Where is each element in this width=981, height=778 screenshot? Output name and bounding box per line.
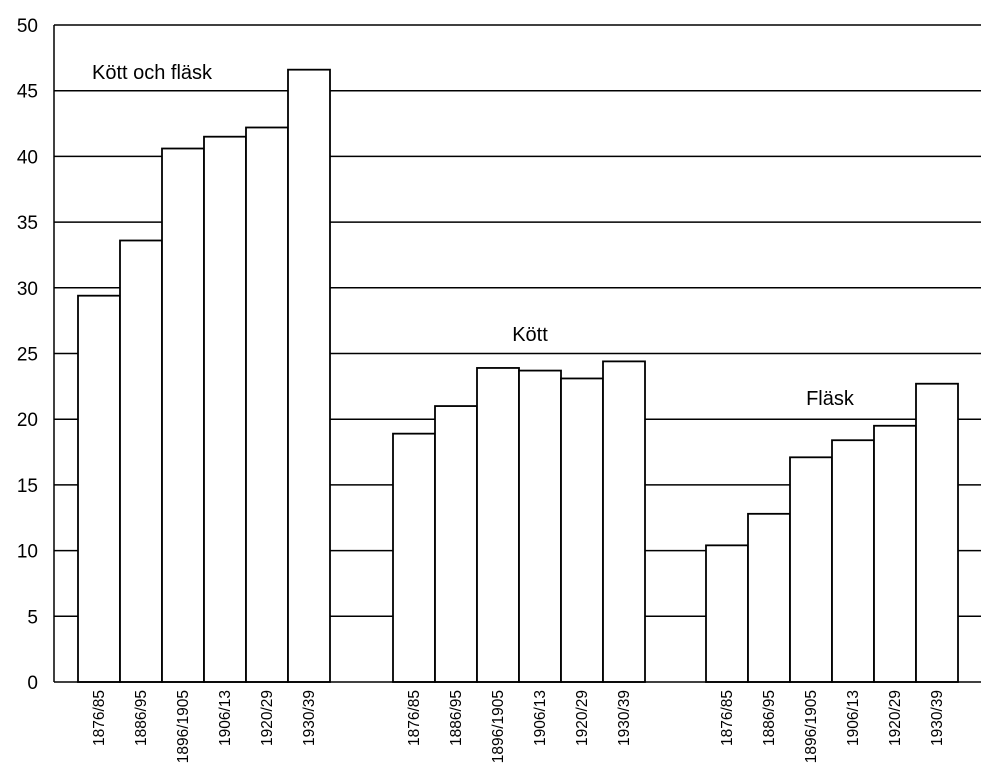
bar (119, 239, 163, 683)
group-label: Kött (512, 324, 548, 346)
bar (873, 424, 917, 683)
x-tick-label: 1920/29 (574, 690, 591, 746)
y-tick-label: 40 (17, 147, 38, 168)
bar (831, 439, 875, 683)
x-tick-label: 1896/1905 (803, 690, 820, 763)
y-tick-label: 45 (17, 82, 38, 103)
bar (476, 367, 520, 683)
bar (560, 377, 604, 683)
x-tick-label: 1876/85 (91, 690, 108, 746)
y-tick-label: 5 (27, 607, 38, 628)
group-label: Fläsk (806, 388, 855, 410)
y-tick-label: 15 (17, 476, 38, 497)
x-tick-label: 1886/95 (761, 690, 778, 746)
bar (203, 135, 247, 683)
x-tick-label: 1896/1905 (175, 690, 192, 763)
group-labels: Kött och fläsk Kött Fläsk (84, 59, 863, 412)
bar (392, 432, 436, 683)
bar (915, 382, 959, 683)
group-label-background (502, 321, 558, 348)
group-label-background (84, 59, 240, 86)
bars (77, 68, 959, 683)
x-tick-label: 1920/29 (259, 690, 276, 746)
x-tick-label: 1886/95 (448, 690, 465, 746)
x-tick-label: 1906/13 (845, 690, 862, 746)
bar (602, 360, 646, 683)
y-tick-label: 35 (17, 213, 38, 234)
axes (53, 25, 981, 683)
x-tick-label: 1886/95 (133, 690, 150, 746)
x-tick-label: 1876/85 (719, 690, 736, 746)
group-label-background (797, 385, 863, 412)
x-tick-label: 1876/85 (406, 690, 423, 746)
group-label: Kött och fläsk (92, 62, 213, 84)
y-tick-label: 0 (27, 673, 38, 694)
x-tick-label: 1906/13 (217, 690, 234, 746)
x-tick-label: 1930/39 (929, 690, 946, 746)
y-tick-labels: 0 5 10 15 20 25 30 35 40 45 50 (17, 16, 38, 694)
x-tick-label: 1920/29 (887, 690, 904, 746)
bar (518, 369, 562, 683)
y-tick-label: 30 (17, 279, 38, 300)
y-tick-label: 20 (17, 410, 38, 431)
x-tick-label: 1930/39 (616, 690, 633, 746)
y-tick-label: 10 (17, 542, 38, 563)
bar (77, 294, 121, 683)
bar (705, 544, 749, 683)
x-tick-label: 1930/39 (301, 690, 318, 746)
x-tick-labels: 1876/85 1886/95 1896/1905 1906/13 1920/29 193… (91, 690, 946, 763)
bar (161, 147, 205, 683)
x-tick-label: 1906/13 (532, 690, 549, 746)
x-tick-label: 1896/1905 (490, 690, 507, 763)
bar (245, 126, 289, 683)
bar (747, 512, 791, 683)
bar (287, 68, 331, 683)
y-tick-label: 25 (17, 345, 38, 366)
bar (789, 456, 833, 683)
y-tick-label: 50 (17, 16, 38, 37)
bar (434, 405, 478, 683)
